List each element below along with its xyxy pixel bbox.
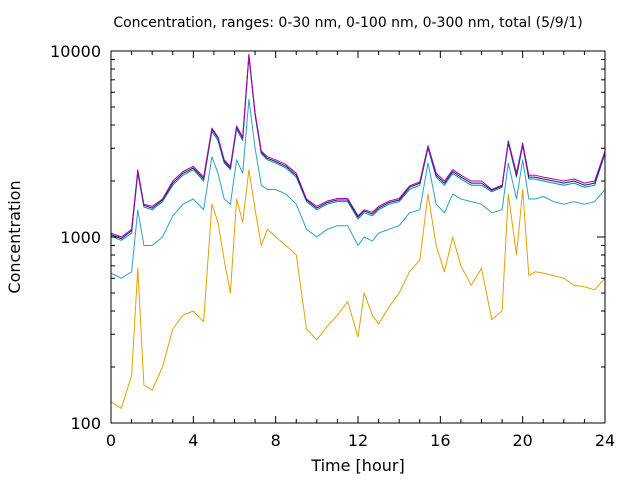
x-tick-label: 12	[348, 431, 368, 450]
x-axis-label: Time [hour]	[310, 456, 404, 475]
ticks-layer: 0 4 8 12 16 20 24 100 1000 10000	[50, 42, 615, 450]
y-tick-label: 1000	[60, 228, 101, 247]
x-tick-label: 24	[595, 431, 615, 450]
x-tick-label: 20	[512, 431, 532, 450]
y-tick-label: 100	[70, 414, 101, 433]
series-line-5	[110, 53, 606, 238]
series-line-4	[110, 54, 606, 240]
series-line-1	[110, 169, 606, 409]
y-tick-label: 10000	[50, 42, 101, 61]
x-tick-label: 16	[430, 431, 450, 450]
series-line-3	[110, 56, 606, 241]
series-line-2	[110, 98, 606, 279]
x-tick-label: 4	[188, 431, 198, 450]
plot-frame	[110, 50, 606, 424]
series-layer	[110, 53, 606, 409]
chart-title: Concentration, ranges: 0-30 nm, 0-100 nm…	[113, 15, 582, 31]
x-tick-label: 8	[271, 431, 281, 450]
y-axis-label: Concentration	[5, 180, 24, 293]
x-tick-label: 0	[106, 431, 116, 450]
